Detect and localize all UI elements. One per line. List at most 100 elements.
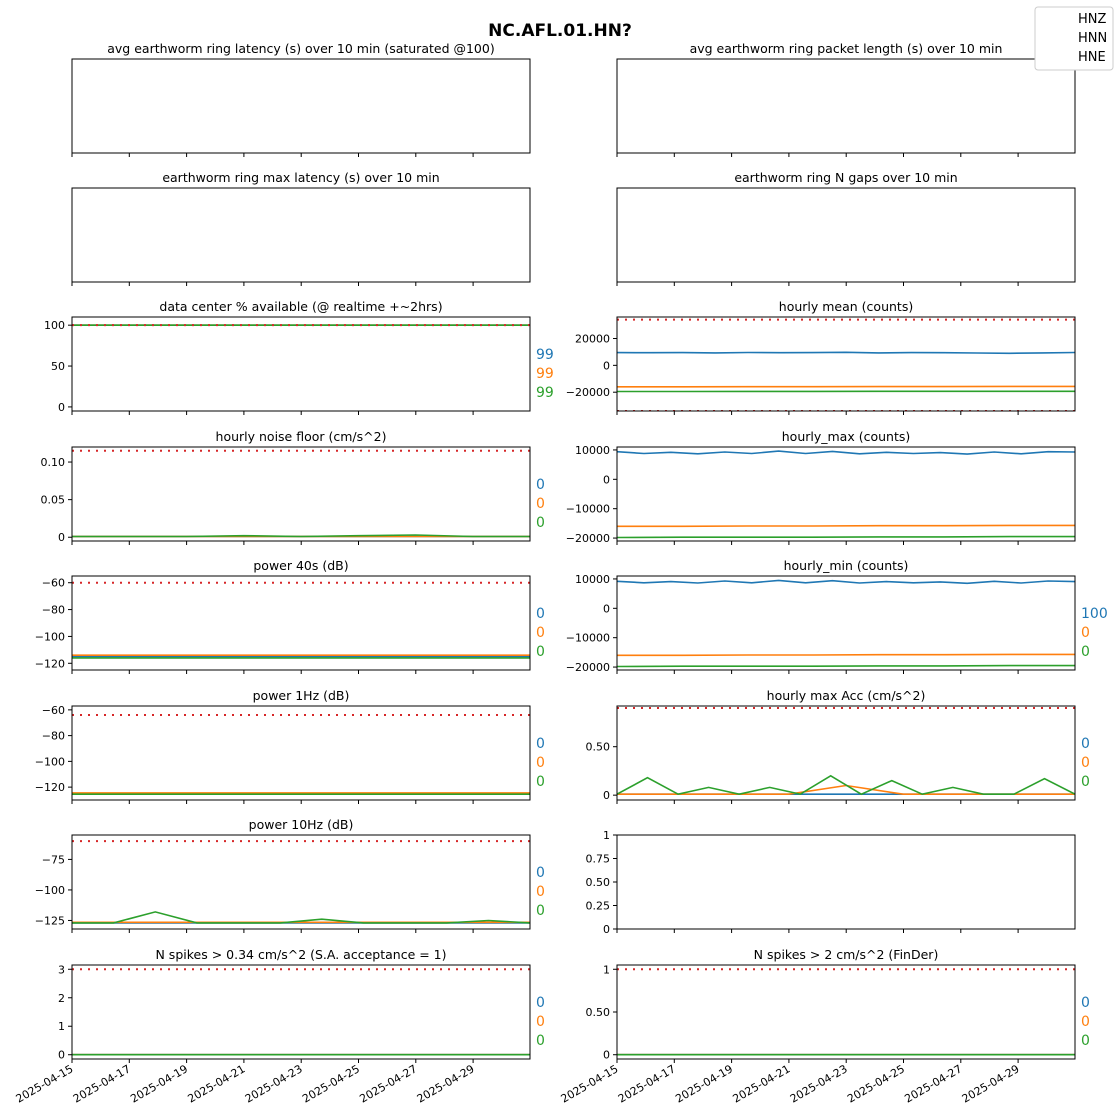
panel-title: power 40s (dB): [253, 558, 348, 573]
axes-frame: [71, 834, 531, 930]
side-value: 0: [536, 515, 545, 531]
y-tick-label: 0: [58, 401, 65, 414]
panel-title: hourly noise floor (cm/s^2): [216, 429, 387, 444]
figure-title: NC.AFL.01.HN?: [488, 21, 632, 41]
y-tick-label: 2: [58, 992, 65, 1005]
series-line-hne: [617, 664, 1075, 668]
side-value: 0: [1081, 644, 1090, 660]
panel-p41: hourly_min (counts)−20000−10000010000100…: [566, 558, 1108, 674]
series-line-hne: [72, 911, 530, 924]
axes-frame: [616, 964, 1076, 1060]
y-tick-label: −80: [42, 730, 65, 743]
side-value: 0: [536, 477, 545, 493]
axes-frame: [71, 58, 531, 154]
legend: HNZ HNN HNE: [1034, 6, 1114, 71]
axes-frame: [616, 316, 1076, 412]
panel-p51: hourly max Acc (cm/s^2) 0 0.50 0 0 0: [586, 688, 1090, 804]
series-line-hnz: [617, 579, 1075, 585]
panel-p30: hourly noise floor (cm/s^2) 0 0.05 0.10 0 0 0: [41, 429, 545, 545]
x-tick-label: 2025-04-19: [673, 1062, 735, 1105]
y-tick-label: 1: [603, 829, 610, 842]
panel-p40: power 40s (dB) −120 −100 −80 −60 0 0 0: [35, 558, 545, 674]
panel-p11: earthworm ring N gaps over 10 min: [616, 170, 1076, 286]
side-value: 0: [536, 995, 545, 1011]
x-tick-label: 2025-04-19: [128, 1062, 190, 1105]
side-value: 0: [536, 884, 545, 900]
x-tick-label: 2025-04-25: [300, 1062, 362, 1105]
panel-p60: power 10Hz (dB) −125 −100 −75 0 0 0: [35, 817, 545, 933]
x-tick-label: 2025-04-15: [559, 1062, 621, 1105]
y-tick-label: −20000: [566, 532, 610, 545]
panel-title: hourly_max (counts): [782, 429, 911, 444]
axes-frame: [616, 834, 1076, 930]
panel-title: earthworm ring N gaps over 10 min: [734, 170, 957, 185]
panel-title: hourly max Acc (cm/s^2): [767, 688, 926, 703]
y-tick-label: 0: [603, 923, 610, 936]
panel-title: hourly mean (counts): [779, 299, 913, 314]
y-tick-label: 0: [58, 1049, 65, 1062]
panel-title: earthworm ring max latency (s) over 10 m…: [162, 170, 439, 185]
side-value: 0: [1081, 755, 1090, 771]
x-tick-label: 2025-04-17: [71, 1062, 133, 1105]
side-value: 0: [536, 755, 545, 771]
legend-entry-hnn: HNN: [1078, 31, 1107, 46]
y-tick-label: 0.50: [586, 741, 611, 754]
panel-p01: avg earthworm ring packet length (s) ove…: [616, 41, 1076, 157]
panel-title: power 1Hz (dB): [253, 688, 350, 703]
y-tick-label: 0.75: [586, 853, 611, 866]
y-tick-label: 0: [603, 359, 610, 372]
side-value: 99: [536, 347, 554, 363]
series-line-hnn: [617, 653, 1075, 657]
series-line-hne: [617, 535, 1075, 539]
side-value: 99: [536, 385, 554, 401]
x-tick-label: 2025-04-29: [415, 1062, 477, 1105]
side-value: 0: [1081, 736, 1090, 752]
y-tick-label: −100: [35, 630, 65, 643]
panel-title: avg earthworm ring latency (s) over 10 m…: [107, 41, 494, 56]
series-line-hne: [72, 534, 530, 538]
side-value: 0: [1081, 625, 1090, 641]
y-tick-label: 0: [603, 1049, 610, 1062]
panel-p00: avg earthworm ring latency (s) over 10 m…: [71, 41, 531, 157]
panel-title: N spikes > 2 cm/s^2 (FinDer): [754, 947, 939, 962]
y-tick-label: −100: [35, 884, 65, 897]
panel-p21: hourly mean (counts) −20000 0 20000: [566, 299, 1076, 415]
panel-p20: data center % available (@ realtime +~2h…: [44, 299, 554, 415]
side-value: 0: [536, 1033, 545, 1049]
y-tick-label: 100: [44, 319, 65, 332]
axes-frame: [71, 705, 531, 801]
axes-frame: [616, 58, 1076, 154]
y-tick-label: 0: [603, 602, 610, 615]
side-value: 0: [536, 644, 545, 660]
y-tick-label: −125: [35, 914, 65, 927]
y-tick-label: 1: [58, 1020, 65, 1033]
y-tick-label: 0.10: [41, 456, 66, 469]
x-tick-label: 2025-04-21: [731, 1062, 793, 1105]
panel-title: N spikes > 0.34 cm/s^2 (S.A. acceptance …: [155, 947, 446, 962]
y-tick-label: 50: [51, 360, 65, 373]
panel-p50: power 1Hz (dB) −120 −100 −80 −60 0 0 0: [35, 688, 545, 804]
side-value: 99: [536, 366, 554, 382]
legend-entry-hnz: HNZ: [1078, 12, 1107, 27]
panel-title: hourly_min (counts): [784, 558, 909, 573]
side-value: 0: [536, 606, 545, 622]
x-tick-label: 2025-04-23: [243, 1062, 305, 1105]
series-line-hnz: [617, 351, 1075, 355]
side-value: 0: [536, 496, 545, 512]
side-value: 0: [1081, 1014, 1090, 1030]
side-value: 0: [1081, 995, 1090, 1011]
y-tick-label: −10000: [566, 503, 610, 516]
side-value: 0: [1081, 1033, 1090, 1049]
side-value: 0: [536, 774, 545, 790]
axes-frame: [71, 446, 531, 542]
axes-frame: [71, 187, 531, 283]
y-tick-label: 0: [603, 473, 610, 486]
axes-frame: [71, 575, 531, 671]
y-tick-label: −120: [35, 781, 65, 794]
y-tick-label: 20000: [575, 332, 610, 345]
axes-frame: [71, 964, 531, 1060]
panel-p71: N spikes > 2 cm/s^2 (FinDer)00.501000202…: [559, 947, 1090, 1106]
y-tick-label: 1: [603, 963, 610, 976]
axes-frame: [616, 705, 1076, 801]
y-tick-label: 0.50: [586, 876, 611, 889]
